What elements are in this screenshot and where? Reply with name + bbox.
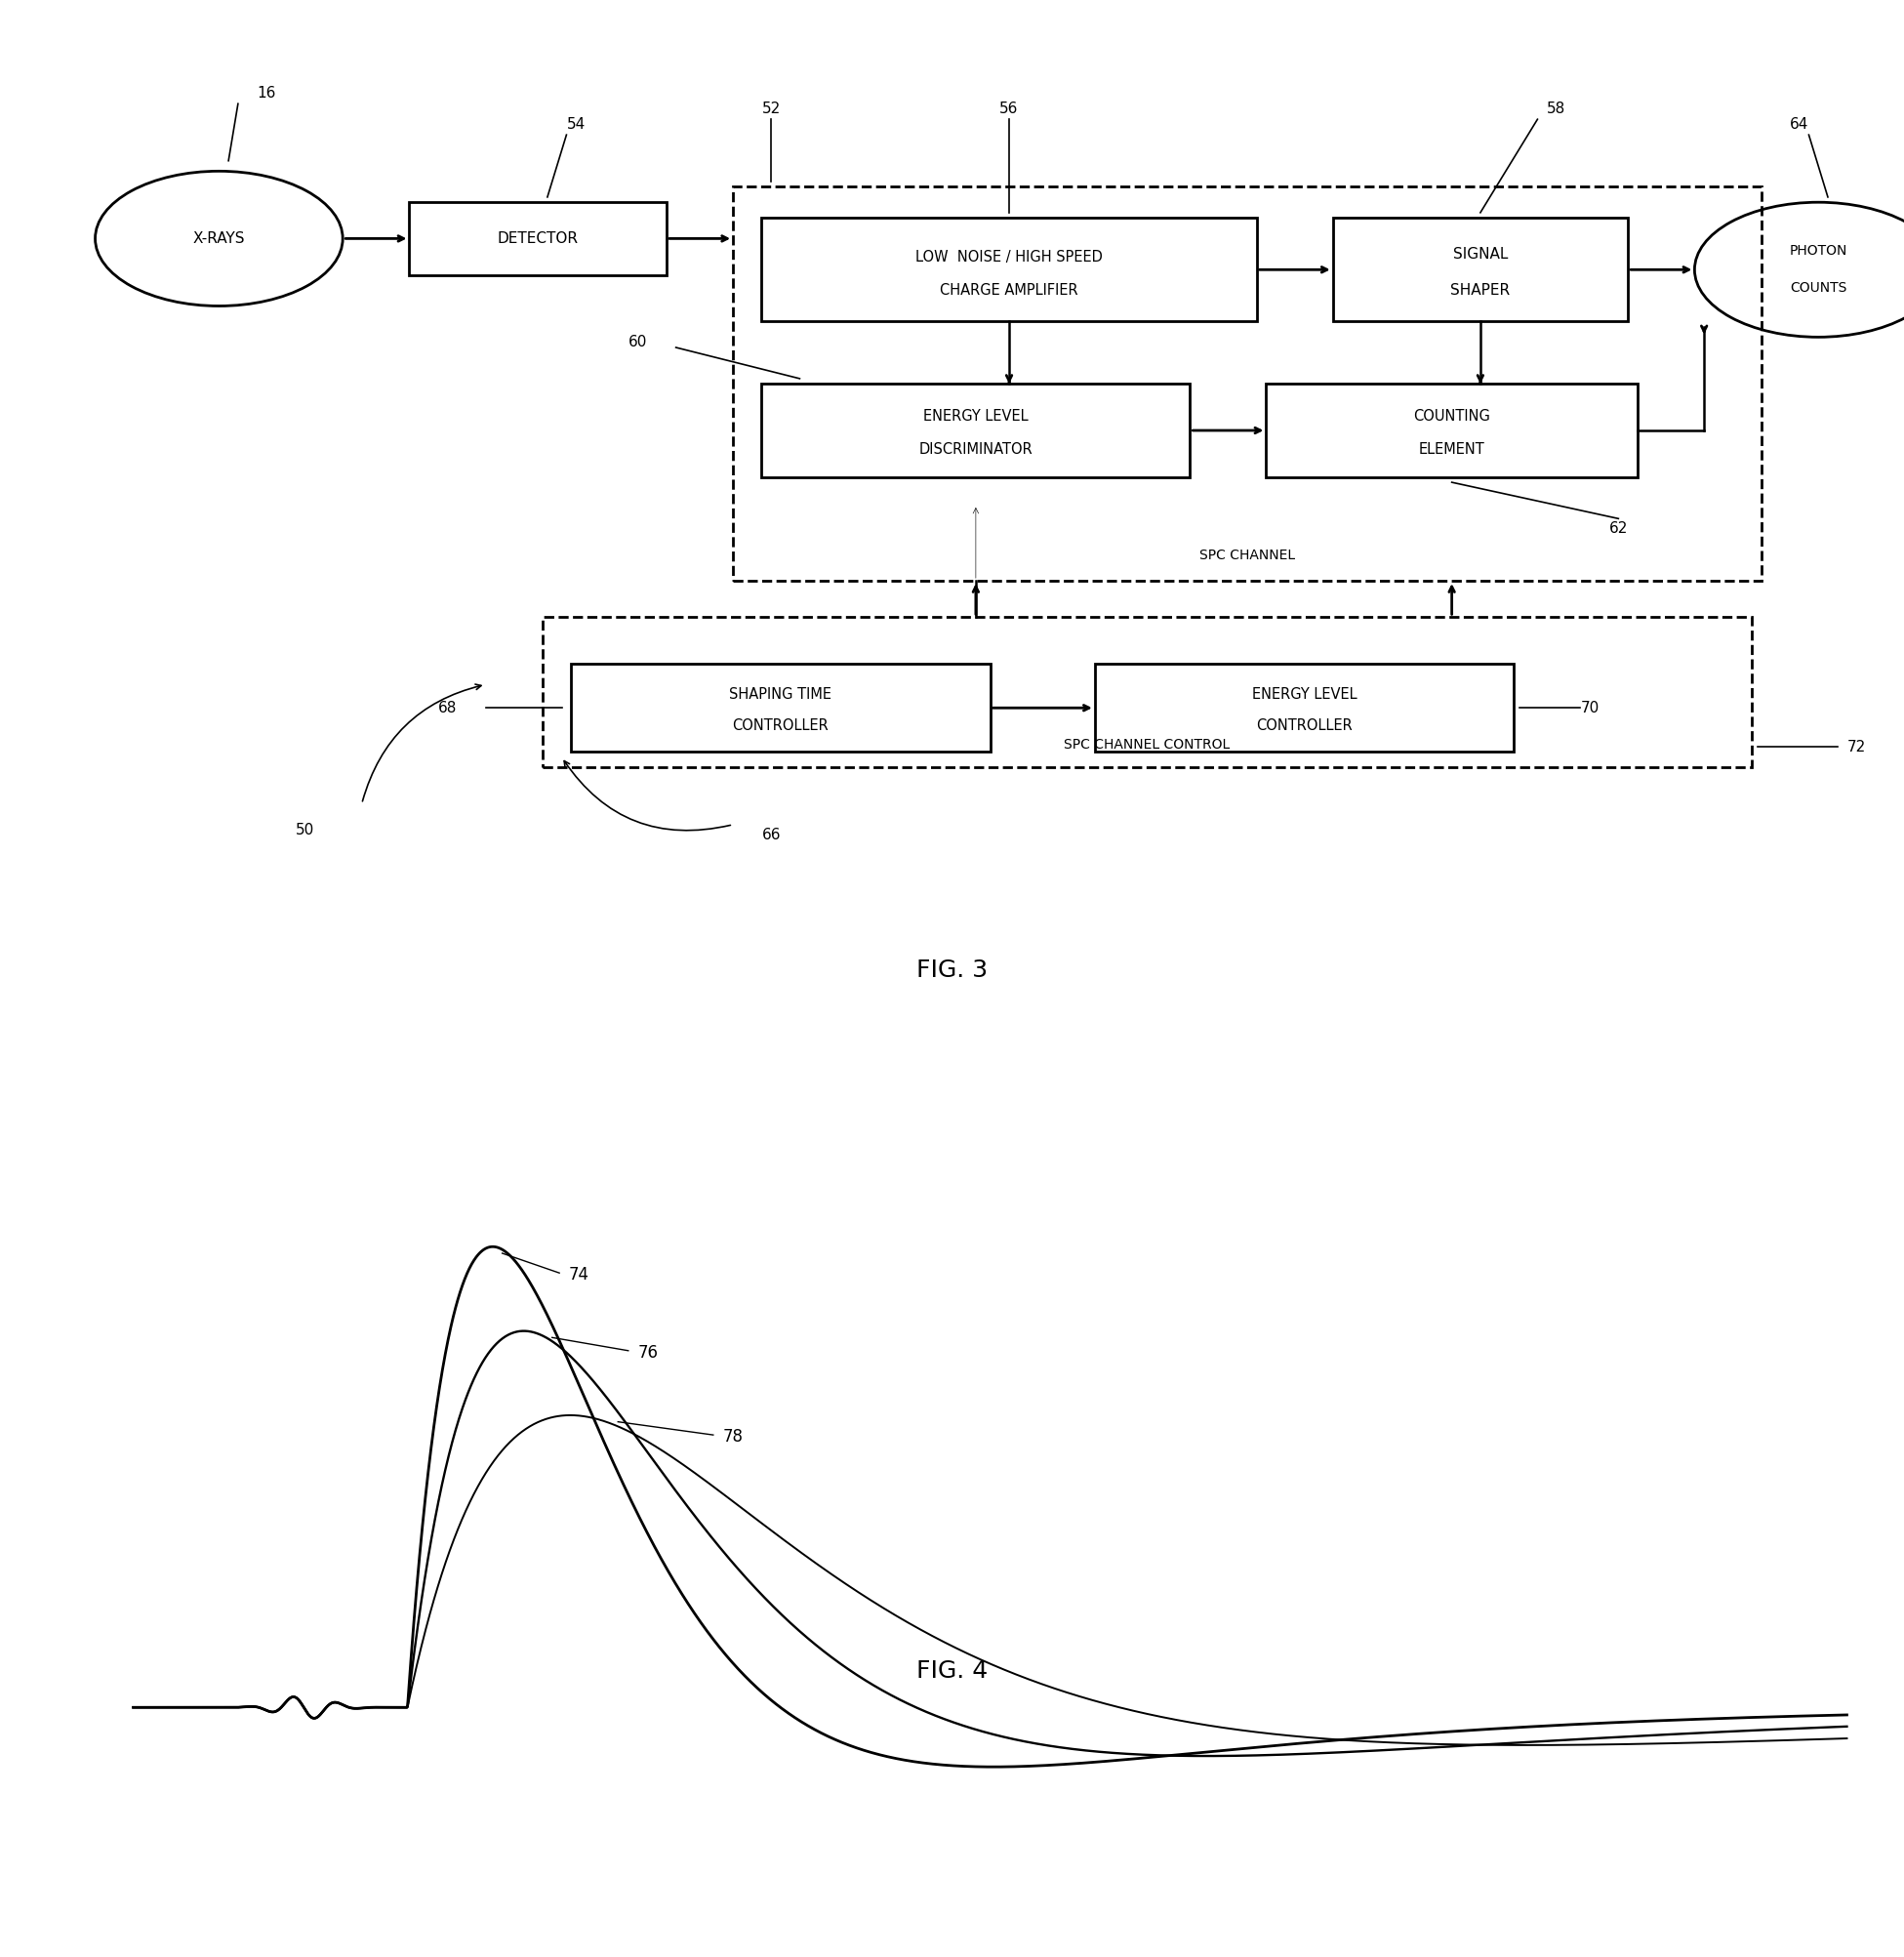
Text: 56: 56 xyxy=(1000,102,1019,115)
FancyBboxPatch shape xyxy=(1095,663,1514,751)
Text: 76: 76 xyxy=(638,1344,659,1362)
Text: SHAPING TIME: SHAPING TIME xyxy=(729,687,832,703)
Text: CHARGE AMPLIFIER: CHARGE AMPLIFIER xyxy=(941,284,1078,297)
Text: 52: 52 xyxy=(762,102,781,115)
Text: COUNTS: COUNTS xyxy=(1790,282,1847,296)
Text: DISCRIMINATOR: DISCRIMINATOR xyxy=(920,442,1032,456)
FancyBboxPatch shape xyxy=(409,202,666,274)
FancyBboxPatch shape xyxy=(762,384,1190,478)
Text: ELEMENT: ELEMENT xyxy=(1418,442,1485,456)
Text: 58: 58 xyxy=(1548,102,1565,115)
Text: LOW  NOISE / HIGH SPEED: LOW NOISE / HIGH SPEED xyxy=(916,250,1102,264)
Text: 16: 16 xyxy=(257,86,276,100)
FancyBboxPatch shape xyxy=(733,186,1761,581)
Text: 74: 74 xyxy=(569,1266,590,1284)
Text: SIGNAL: SIGNAL xyxy=(1453,247,1508,262)
Text: CONTROLLER: CONTROLLER xyxy=(733,718,828,732)
FancyBboxPatch shape xyxy=(543,616,1752,767)
Text: 70: 70 xyxy=(1580,701,1599,714)
Text: 66: 66 xyxy=(762,828,781,842)
FancyBboxPatch shape xyxy=(762,217,1257,321)
Text: 68: 68 xyxy=(438,701,457,714)
Text: SHAPER: SHAPER xyxy=(1451,284,1510,297)
Text: SPC CHANNEL: SPC CHANNEL xyxy=(1200,548,1295,562)
Text: 54: 54 xyxy=(567,117,585,131)
FancyBboxPatch shape xyxy=(1333,217,1628,321)
Text: 60: 60 xyxy=(628,335,647,350)
Text: COUNTING: COUNTING xyxy=(1413,409,1491,425)
FancyBboxPatch shape xyxy=(1266,384,1637,478)
Text: ENERGY LEVEL: ENERGY LEVEL xyxy=(1251,687,1358,703)
Text: 72: 72 xyxy=(1847,740,1866,753)
Text: X-RAYS: X-RAYS xyxy=(192,231,246,247)
Text: 64: 64 xyxy=(1790,117,1809,131)
Text: ENERGY LEVEL: ENERGY LEVEL xyxy=(923,409,1028,425)
Text: FIG. 4: FIG. 4 xyxy=(916,1660,988,1683)
Text: 78: 78 xyxy=(724,1429,743,1446)
Text: DETECTOR: DETECTOR xyxy=(497,231,579,247)
Text: 62: 62 xyxy=(1609,523,1628,536)
Text: SPC CHANNEL CONTROL: SPC CHANNEL CONTROL xyxy=(1064,738,1230,751)
Text: 50: 50 xyxy=(295,822,314,838)
Text: PHOTON: PHOTON xyxy=(1790,245,1847,258)
Text: CONTROLLER: CONTROLLER xyxy=(1257,718,1352,732)
FancyBboxPatch shape xyxy=(571,663,990,751)
Text: FIG. 3: FIG. 3 xyxy=(916,959,988,982)
